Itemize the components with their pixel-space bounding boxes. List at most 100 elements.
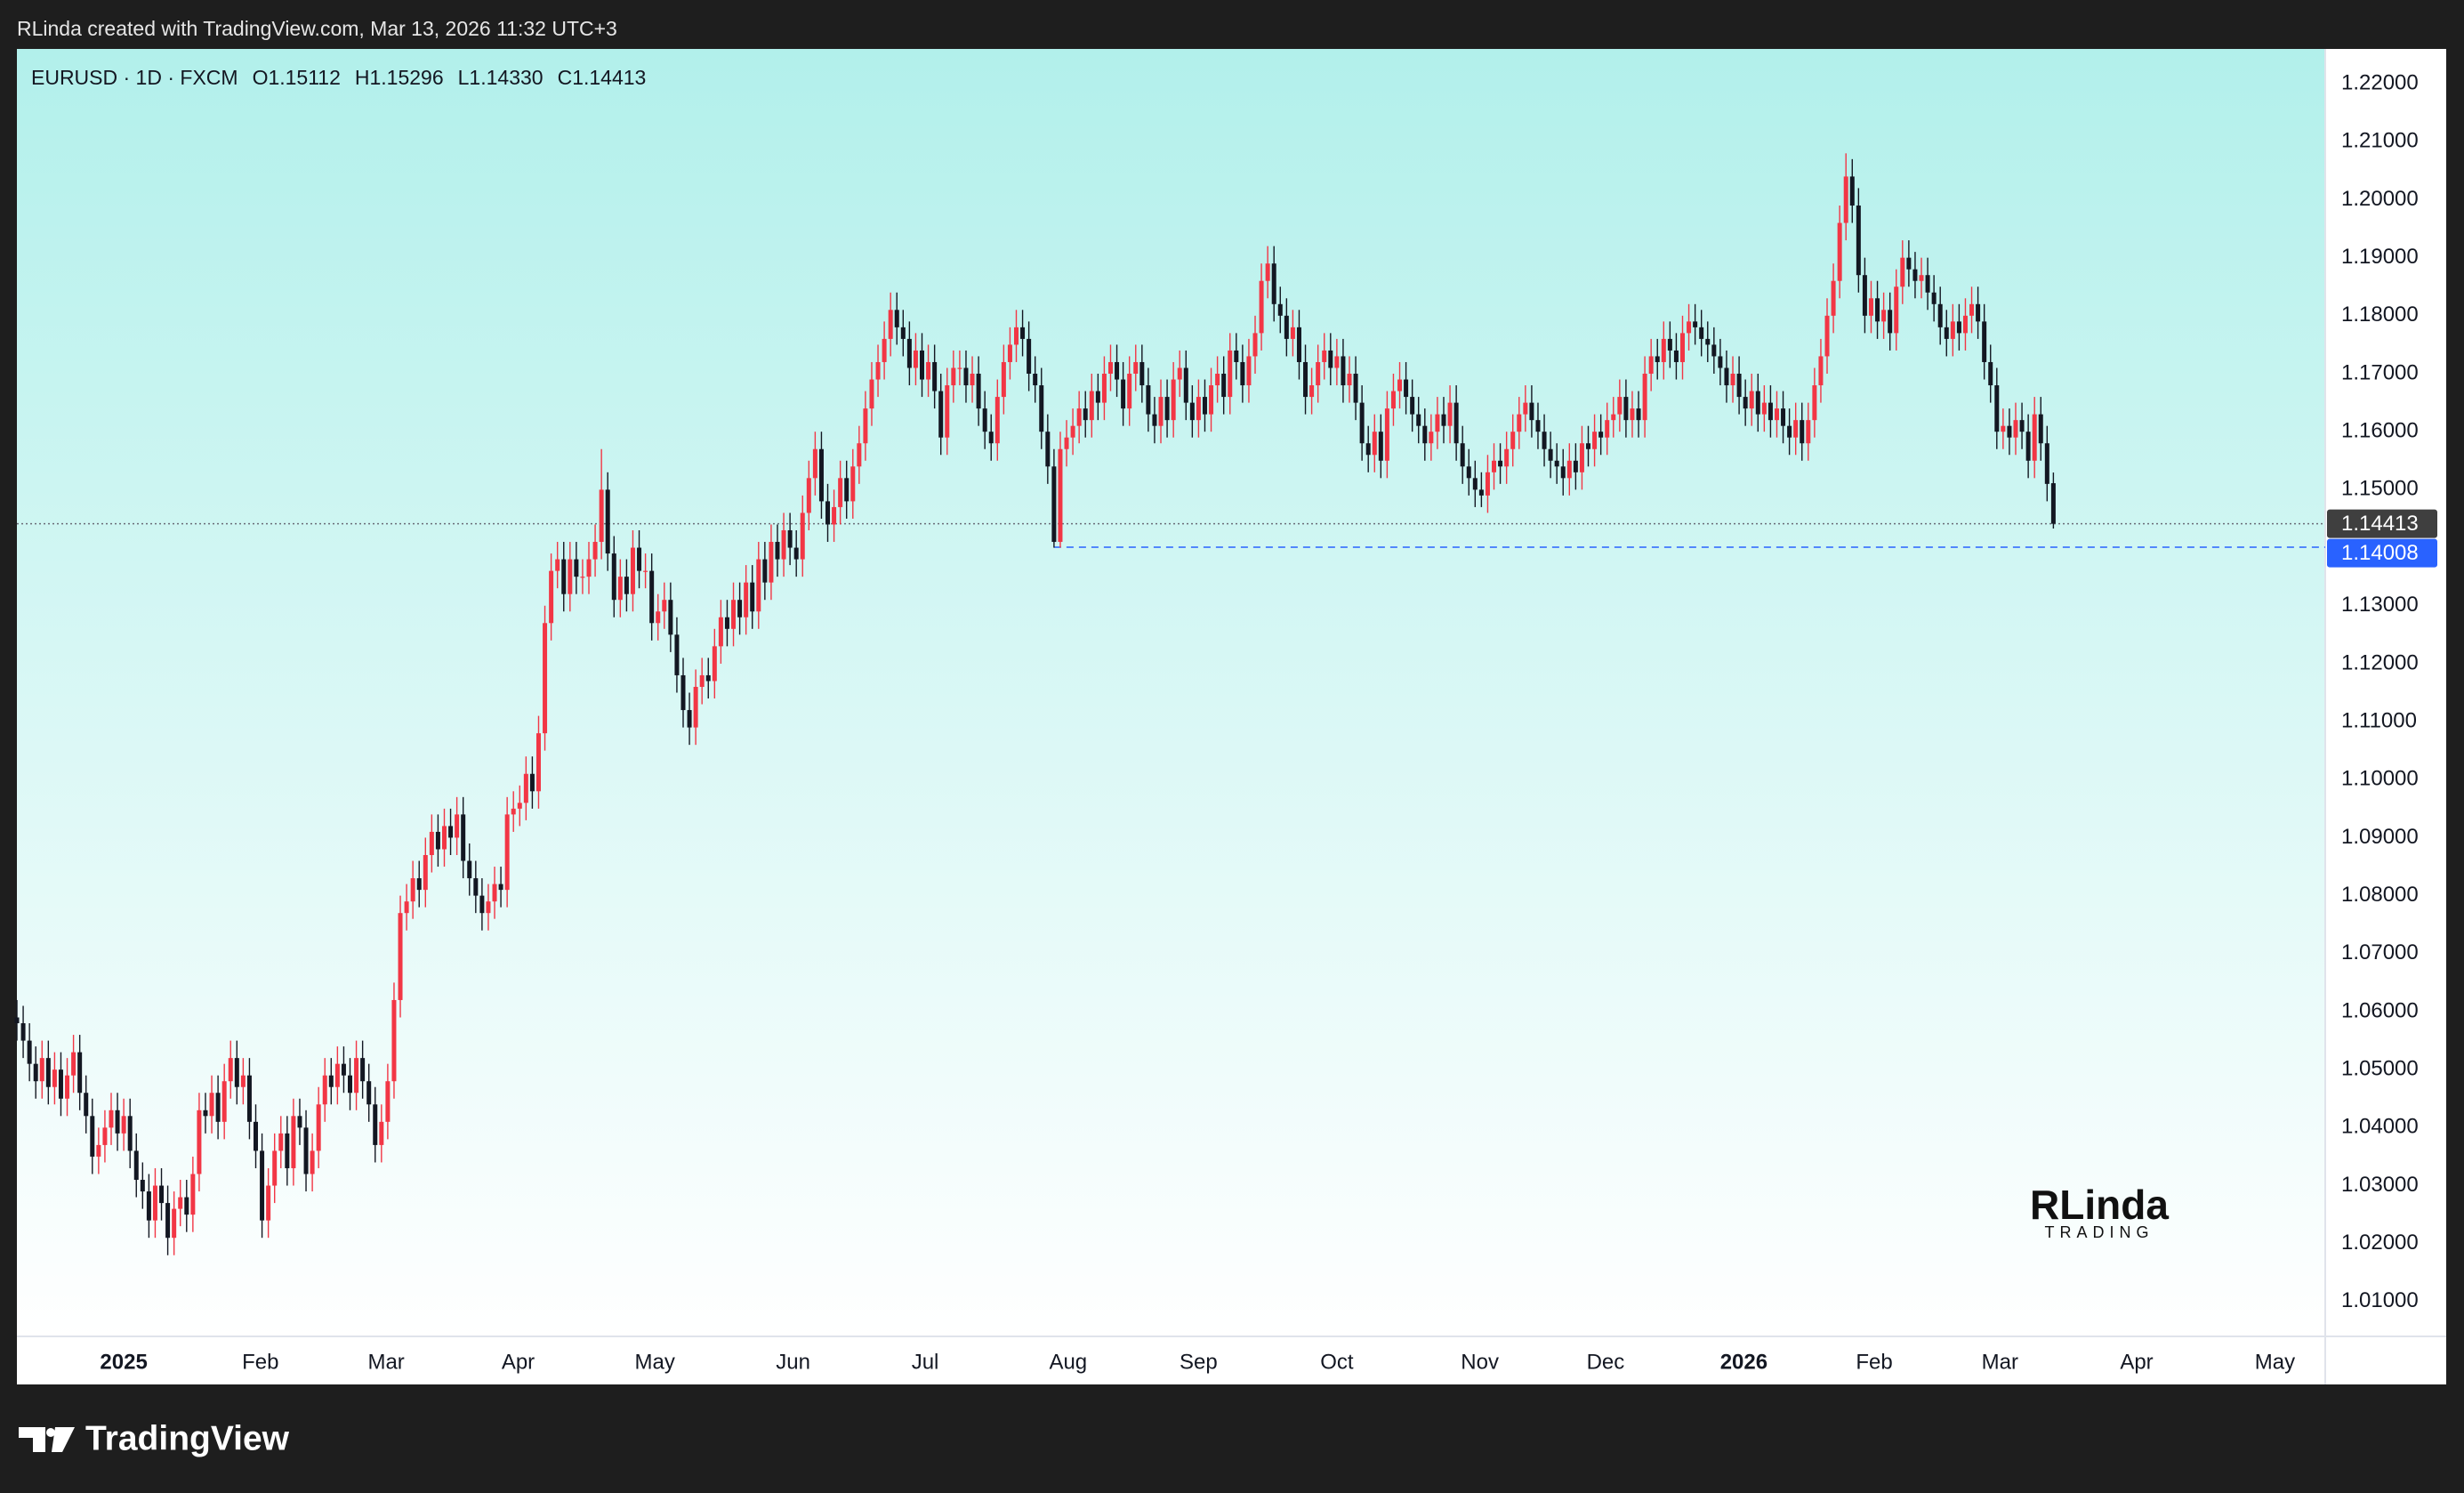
candle-body	[1271, 263, 1276, 304]
candle-body	[1410, 397, 1415, 415]
candle-body	[1453, 402, 1459, 444]
candle-body	[900, 327, 906, 339]
candle-body	[1478, 489, 1484, 496]
x-tick-label: Apr	[502, 1350, 535, 1374]
candle-body	[1429, 432, 1434, 444]
candle-body	[687, 710, 692, 728]
candle-body	[1171, 379, 1176, 421]
legend-value: C1.14413	[558, 66, 647, 89]
candle-body	[1617, 397, 1623, 415]
candle-body	[96, 1144, 101, 1157]
candle-body	[592, 542, 598, 560]
candle-body	[731, 600, 737, 629]
candle-body	[455, 814, 460, 838]
candle-body	[1831, 280, 1836, 316]
candle-body	[1982, 321, 1987, 362]
candle-body	[630, 547, 635, 594]
candle-body	[1139, 361, 1145, 386]
candle-body	[769, 542, 774, 583]
candle-body	[486, 901, 491, 914]
candle-body	[781, 529, 786, 560]
candle-body	[1485, 472, 1490, 496]
candle-body	[643, 570, 648, 572]
candle-body	[875, 361, 881, 380]
candle-body	[718, 617, 723, 647]
candle-body	[2019, 420, 2025, 432]
y-tick-label: 1.02000	[2341, 1231, 2419, 1255]
candle-body	[504, 814, 510, 891]
candle-body	[1259, 280, 1264, 334]
candle-body	[1372, 432, 1377, 456]
candle-body	[1435, 414, 1440, 432]
plot-area	[17, 49, 2325, 1336]
candle-body	[278, 1133, 284, 1151]
candle-body	[1800, 420, 1805, 444]
candle-body	[793, 547, 799, 560]
candle-body	[297, 1116, 302, 1128]
candle-body	[1862, 275, 1867, 316]
candle-body	[2007, 425, 2012, 438]
top-bar-text: RLinda created with TradingView.com, Mar…	[17, 17, 617, 40]
candle-body	[65, 1075, 70, 1099]
candle-body	[561, 559, 567, 594]
candle-body	[1699, 327, 1704, 339]
candle-body	[825, 501, 831, 525]
candle-body	[1875, 298, 1880, 322]
candle-body	[461, 814, 466, 861]
candle-body	[1492, 460, 1497, 472]
candle-body	[71, 1052, 76, 1076]
candle-body	[184, 1197, 189, 1215]
candle-body	[14, 1017, 20, 1024]
candle-body	[938, 391, 944, 438]
candle-body	[982, 408, 987, 432]
candle-body	[1655, 356, 1660, 362]
candle-body	[1648, 356, 1654, 375]
candle-body	[1277, 303, 1283, 316]
y-tick-label: 1.09000	[2341, 825, 2419, 849]
candle-body	[599, 489, 604, 543]
candle-body	[1070, 425, 1075, 438]
legend-value: O1.15112	[253, 66, 341, 89]
candle-body	[724, 617, 729, 629]
candle-body	[1347, 374, 1352, 386]
candle-body	[951, 367, 956, 386]
candle-body	[1687, 321, 1692, 334]
candle-body	[285, 1133, 290, 1168]
price-badge-label: 1.14413	[2341, 512, 2419, 536]
candle-body	[1812, 385, 1817, 421]
candle-body	[127, 1116, 133, 1151]
x-tick-label: Jun	[776, 1350, 810, 1374]
candle-body	[1781, 408, 1786, 426]
candle-body	[159, 1185, 165, 1204]
price-badge-label: 1.14008	[2341, 541, 2419, 565]
candle-body	[121, 1116, 126, 1134]
candle-body	[1152, 414, 1157, 426]
candle-body	[906, 338, 912, 368]
y-tick-label: 1.17000	[2341, 360, 2419, 384]
candle-body	[492, 884, 497, 902]
candle-body	[1623, 397, 1629, 421]
candle-body	[1039, 385, 1044, 432]
candle-body	[234, 1058, 239, 1087]
candle-body	[535, 733, 541, 792]
candle-body	[1586, 443, 1591, 449]
candle-body	[574, 559, 579, 577]
candle-body	[1868, 298, 1873, 316]
candle-body	[1962, 315, 1968, 334]
candle-body	[1228, 350, 1233, 398]
candle-body	[90, 1116, 95, 1157]
y-tick-label: 1.01000	[2341, 1288, 2419, 1312]
y-tick-label: 1.16000	[2341, 419, 2419, 443]
candle-body	[637, 547, 642, 571]
candle-body	[1309, 385, 1315, 398]
candle-body	[448, 826, 454, 838]
candle-body	[1611, 414, 1616, 421]
price-badge	[2327, 538, 2437, 568]
candle-body	[662, 600, 667, 612]
candle-body	[529, 773, 535, 792]
candle-body	[209, 1093, 214, 1117]
candle-body	[498, 884, 503, 891]
candle-body	[1755, 391, 1760, 415]
candle-body	[775, 542, 780, 560]
candle-body	[1711, 344, 1717, 357]
